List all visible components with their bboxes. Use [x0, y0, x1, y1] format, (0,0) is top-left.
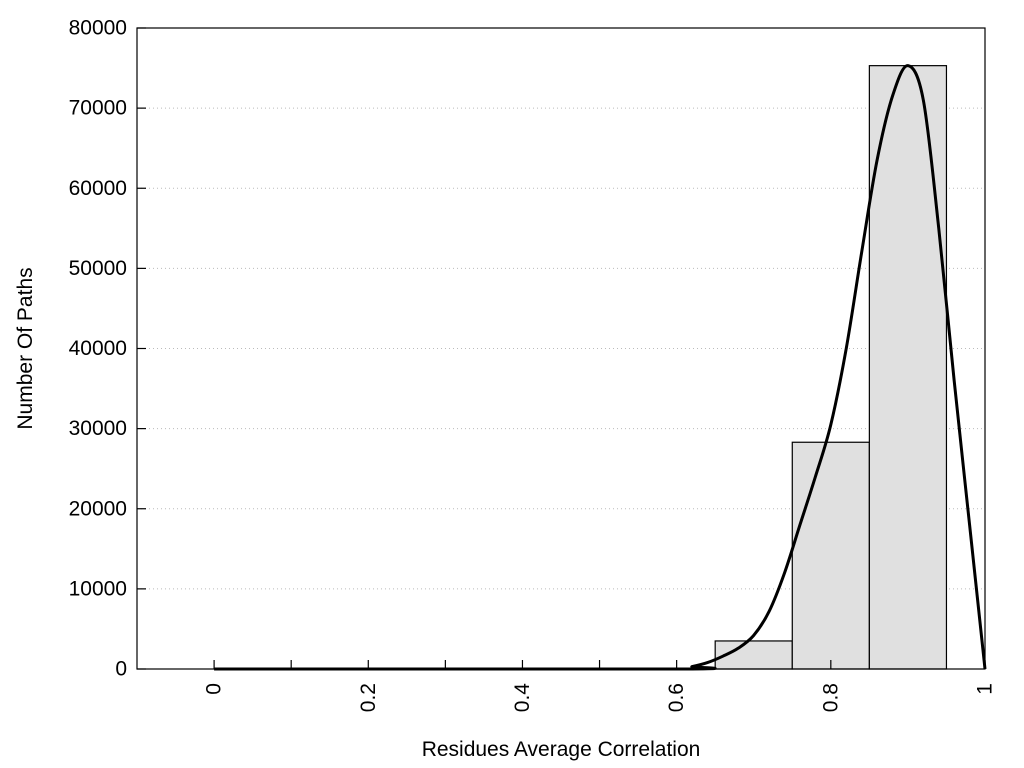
y-tick-label: 30000 [69, 417, 127, 440]
x-tick-label: 1 [974, 683, 997, 695]
y-axis-ticks: 0 10000 20000 30000 40000 50000 60000 70000 8000… [69, 17, 146, 681]
histogram-bar-1 [791, 441, 870, 670]
y-tick-label: 70000 [69, 97, 127, 120]
fit-curve-layer [214, 64, 987, 671]
y-tick-label: 80000 [69, 17, 127, 40]
histogram-bars [714, 65, 948, 670]
y-tick-label: 40000 [69, 337, 127, 360]
y-axis-label: Number Of Paths [14, 267, 37, 429]
x-tick-label: 0.4 [511, 683, 534, 713]
y-tick-label: 10000 [69, 577, 127, 600]
y-tick-label: 60000 [69, 177, 127, 200]
y-tick-label: 20000 [69, 497, 127, 520]
x-tick-label: 0 [203, 683, 226, 695]
x-axis-label: Residues Average Correlation [422, 738, 701, 761]
histogram-bar-0 [714, 640, 793, 670]
histogram-bar-2 [868, 65, 948, 670]
y-tick-label: 50000 [69, 257, 127, 280]
fit-curve-line [214, 64, 987, 671]
x-axis-ticks: 0 0.2 0.4 0.6 0.8 1 [203, 660, 997, 712]
gridlines [137, 107, 985, 590]
x-tick-label: 0.6 [665, 683, 688, 712]
x-tick-label: 0.8 [819, 683, 842, 712]
x-tick-label: 0.2 [357, 683, 380, 712]
y-tick-label: 0 [115, 658, 127, 681]
